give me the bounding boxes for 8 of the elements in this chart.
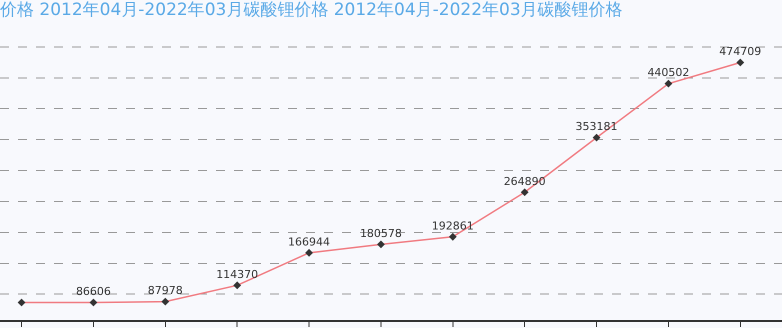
data-label: 114370: [216, 268, 258, 281]
data-label: 166944: [288, 235, 330, 248]
chart-title: 价格 2012年04月-2022年03月碳酸锂价格 2012年04月-2022年03月碳酸锂价格: [0, 0, 623, 20]
data-label: 474709: [719, 45, 762, 58]
data-label: 87978: [148, 284, 183, 298]
data-label: 180578: [360, 226, 402, 240]
data-label: 440502: [647, 66, 690, 80]
data-label: 86606: [76, 285, 111, 298]
